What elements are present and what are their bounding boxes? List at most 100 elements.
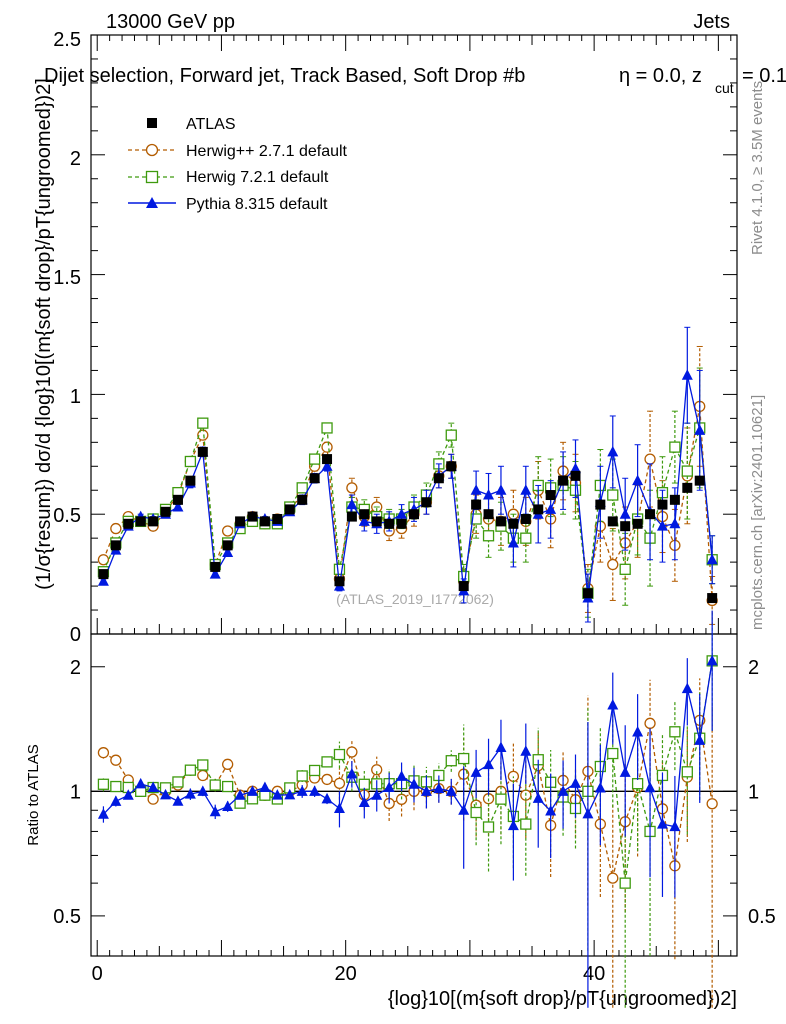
ratio-point: [520, 818, 532, 830]
ratio-point: [607, 747, 619, 760]
ratio-point: [284, 788, 296, 800]
ratio-y-tick-labels: 0.5 1 2 0.5 1 2: [53, 657, 776, 928]
ratio-line-herwig-2-7-1-default: [103, 720, 713, 879]
ratio-point: [222, 800, 234, 812]
ratio-point: [594, 782, 606, 793]
data-point: [607, 516, 618, 527]
legend-label: Herwig 7.2.1 default: [186, 169, 329, 186]
ratio-point: [172, 795, 184, 806]
ratio-point: [706, 654, 718, 666]
mcplots-label: mcplots.cern.ch [arXiv:2401.10621]: [749, 395, 766, 630]
data-point: [433, 473, 444, 484]
ratio-point: [681, 766, 693, 778]
ratio-point: [110, 754, 122, 766]
ratio-point: [197, 759, 209, 771]
ratio-point: [582, 807, 594, 819]
ratio-point: [321, 773, 333, 786]
data-point: [358, 515, 370, 526]
ratio-point: [296, 785, 308, 796]
ratio-point: [545, 804, 557, 816]
ratio-point: [371, 789, 383, 800]
ratio-point: [607, 698, 619, 710]
plot-title-eta: η = 0.0, z: [619, 65, 702, 87]
data-point: [346, 482, 358, 494]
plot-title-subscript: cut: [715, 80, 734, 96]
data-point: [681, 465, 693, 477]
data-point: [185, 475, 196, 486]
ratio-point: [507, 819, 519, 831]
data-point: [222, 525, 234, 537]
data-point: [297, 494, 308, 505]
data-point: [197, 417, 209, 429]
beam-label: 13000 GeV pp: [106, 11, 235, 33]
ratio-point: [681, 682, 693, 694]
series-line-herwig-7-2-1-default: [102, 422, 713, 594]
ratio-point: [333, 777, 346, 789]
data-point: [645, 509, 656, 520]
main-y-tick-labels: 0 0.5 1 1.5 2 2.5: [53, 29, 81, 646]
ratio-point: [122, 789, 134, 800]
data-point: [520, 513, 531, 524]
data-point: [694, 424, 706, 435]
data-point: [446, 461, 457, 472]
data-point: [619, 508, 631, 519]
data-point: [669, 441, 681, 453]
data-point: [558, 475, 569, 486]
data-point: [371, 516, 382, 527]
main-y-axis-label: (1/σ{resum}) dσ/d {log}10[(m{soft drop}/…: [33, 78, 55, 590]
legend-label: Herwig++ 2.7.1 default: [186, 143, 348, 160]
ratio-point: [209, 779, 221, 791]
data-point: [657, 499, 668, 510]
ratio-point: [259, 781, 271, 793]
data-point: [545, 490, 556, 501]
main-series-layer: [97, 326, 718, 625]
ratio-point: [321, 756, 333, 768]
data-point: [346, 498, 358, 510]
data-point: [172, 501, 184, 512]
data-point: [123, 518, 134, 529]
data-point: [607, 558, 619, 571]
x-axis-label: {log}10[(m{soft drop}/pT{ungroomed})2]: [388, 988, 737, 1010]
data-point: [222, 546, 234, 558]
ratio-point: [420, 785, 432, 796]
ratio-point: [234, 789, 246, 800]
legend-label: ATLAS: [186, 116, 236, 133]
data-point: [570, 470, 581, 481]
data-point: [495, 484, 507, 495]
ratio-line-pythia-8-315-default: [102, 660, 713, 828]
data-point: [396, 508, 408, 519]
ratio-point: [570, 777, 581, 788]
data-point: [346, 511, 357, 522]
data-point: [308, 453, 321, 465]
data-point: [235, 516, 246, 527]
data-point: [619, 563, 631, 575]
data-point: [520, 532, 532, 544]
ratio-tick-label: 0.5: [53, 906, 81, 928]
data-point: [707, 593, 718, 604]
data-point: [110, 540, 121, 551]
data-point: [471, 499, 482, 510]
data-point: [333, 563, 346, 575]
data-point: [507, 536, 519, 548]
data-point: [384, 518, 395, 529]
ratio-tick-label-right: 2: [748, 657, 759, 679]
ratio-point: [445, 755, 457, 767]
ratio-line-herwig-7-2-1-default: [103, 660, 713, 884]
ratio-point: [607, 872, 619, 884]
data-point: [607, 489, 619, 501]
data-point: [135, 516, 146, 527]
ratio-point: [557, 785, 569, 796]
y-tick-label: 2.5: [53, 29, 81, 51]
y-tick-label: 0.5: [53, 505, 81, 527]
ratio-point: [135, 777, 147, 789]
legend-marker-pythia: [146, 197, 158, 208]
series-line-pythia-8-315-default: [102, 375, 713, 599]
ratio-point: [669, 820, 681, 832]
data-point: [545, 503, 557, 514]
data-point: [309, 473, 320, 484]
ratio-point: [520, 745, 532, 756]
ratio-point: [184, 788, 196, 799]
ratio-point: [482, 821, 495, 833]
data-point: [321, 422, 333, 434]
